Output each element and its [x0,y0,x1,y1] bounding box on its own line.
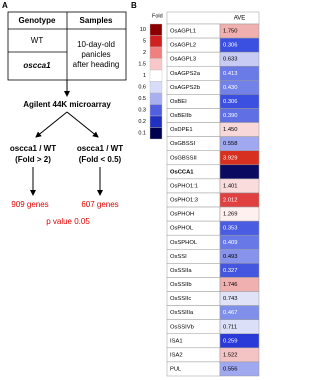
comparison: oscca1 / WT [10,144,56,153]
gene-name: OsGBSSII [170,155,197,161]
fold-value: 3.929 [223,155,238,161]
legend-label: 10 [140,27,146,33]
gene-name: OsAGPL3 [170,57,196,63]
legend-swatch [149,58,163,71]
figure: A B Genotype Samples WT oscca1 10-day-ol… [2,1,260,377]
samples: panicles [81,50,110,59]
gene-name: ISA1 [170,338,183,344]
table-header: Samples [80,16,113,25]
legend-swatch [149,69,163,82]
fold-value: 0.259 [223,338,238,344]
gene-name: OsDPE1 [170,127,193,133]
fold-value: 0.327 [223,268,238,274]
fold-value: 0.413 [223,71,238,77]
samples: after heading [73,60,120,69]
gene-name: OsBEI [170,99,187,105]
criterion: (Fold > 2) [15,155,51,164]
fold-value: 0.306 [223,43,238,49]
gene-name: OsAGPL2 [170,43,196,49]
gene-count: 909 genes [11,200,48,209]
fold-value: 1.269 [223,212,238,218]
fold-value: 0.558 [223,141,238,147]
gene-name: OsAGPL1 [170,29,196,35]
table-header: Genotype [19,16,56,25]
panel-label: B [131,1,137,10]
fold-value: 0.743 [223,296,238,302]
fold-value: 0.409 [223,240,238,246]
gene-name: OsSSIIc [170,296,191,302]
gene-name: OsAGPS2b [170,85,200,91]
fold-value: 0.493 [223,254,238,260]
fold-value: 0.430 [223,85,238,91]
heatmap-table: AVE OsAGPL1 1.750 OsAGPL2 0.306 OsAGPL3 0.633 O… [166,11,260,377]
gene-name: OsSSIIa [170,268,192,274]
legend-swatch [149,92,163,105]
fold-value: 2.012 [223,198,238,204]
value-cell [219,361,260,377]
comparison: oscca1 / WT [77,144,123,153]
platform: Agilent 44K microarray [23,100,111,109]
gene-name: OsSPHOL [170,240,198,246]
genotype: oscca1 [23,61,51,70]
gene-name: OsSSIIb [170,282,192,288]
gene-name: PUL [170,366,182,372]
fold-value: 0.390 [223,113,238,119]
gene-name: OsGBSSI [170,141,196,147]
legend-label: 5 [143,39,146,45]
legend-swatch [149,81,163,94]
gene-name: OsSSI [170,254,187,260]
fold-value: 0.353 [223,226,238,232]
fold-value: 0.633 [223,57,238,63]
panel-label: A [2,1,8,10]
gene-name: OsBEIIb [170,113,192,119]
legend-label: 0.3 [138,108,146,114]
legend-swatch [149,46,163,59]
p-value-note: p value 0.05 [46,217,90,226]
gene-count: 607 genes [81,200,118,209]
legend-swatch [149,35,163,48]
legend-title: Fold [152,13,163,19]
gene-name: OsPHOL [170,226,194,232]
legend-swatch [149,127,163,140]
legend-swatch [149,115,163,128]
legend-swatch [149,104,163,117]
column-header: AVE [234,16,246,22]
legend-label: 0.2 [138,119,146,125]
legend-label: 0.1 [138,131,146,137]
fold-value: 0.711 [223,324,237,330]
fold-value: 1.522 [223,352,238,358]
fold-value: 1.750 [223,29,238,35]
samples: 10-day-old [77,40,115,49]
legend-label: 1.5 [138,62,146,68]
legend: 10 5 2 1.5 1 0.6 0.5 0.3 0.2 0.1 [138,23,163,140]
fold-value: 1.401 [223,183,238,189]
fold-value: 1.450 [223,127,238,133]
legend-label: 0.6 [138,85,146,91]
fold-value: 1.746 [223,282,238,288]
gene-name: OsSSIIIa [170,310,194,316]
legend-swatch [149,23,163,36]
legend-label: 2 [143,50,146,56]
fold-value: 0.467 [223,310,238,316]
criterion: (Fold < 0.5) [79,155,122,164]
fold-value: 0.556 [223,366,238,372]
gene-name: ISA2 [170,352,183,358]
gene-name: OsPHO1:3 [170,198,198,204]
gene-name: OsPHOH [170,212,194,218]
gene-name: OsSSIVb [170,324,194,330]
arrow [66,111,99,138]
genotype: WT [31,36,44,45]
gene-name: OsAGPS2a [170,71,201,77]
fold-value: 0.306 [223,99,238,105]
arrow [35,111,68,138]
gene-name: OsPHO1:1 [170,183,198,189]
gene-name: OsCCA1 [170,169,194,175]
legend-label: 1 [143,73,146,79]
legend-label: 0.5 [138,96,146,102]
value-cell [219,164,260,180]
